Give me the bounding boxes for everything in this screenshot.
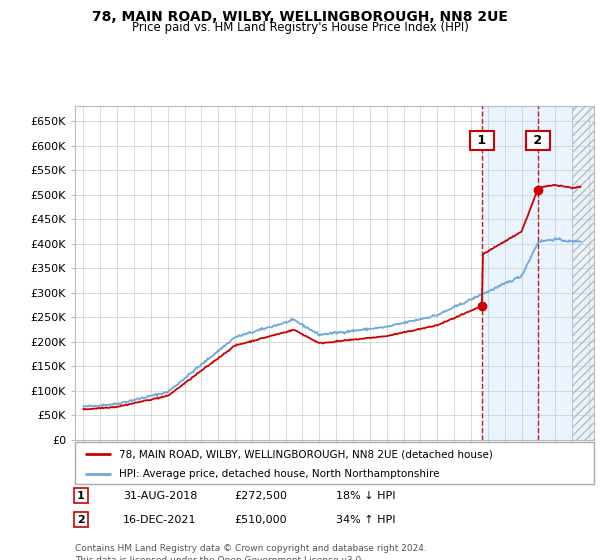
Bar <box>572 106 600 440</box>
Text: 78, MAIN ROAD, WILBY, WELLINGBOROUGH, NN8 2UE: 78, MAIN ROAD, WILBY, WELLINGBOROUGH, NN… <box>92 10 508 24</box>
Text: 2: 2 <box>529 134 547 147</box>
Text: Price paid vs. HM Land Registry's House Price Index (HPI): Price paid vs. HM Land Registry's House … <box>131 21 469 34</box>
Text: 1: 1 <box>77 491 85 501</box>
Text: 31-AUG-2018: 31-AUG-2018 <box>123 491 197 501</box>
Text: 16-DEC-2021: 16-DEC-2021 <box>123 515 197 525</box>
Text: HPI: Average price, detached house, North Northamptonshire: HPI: Average price, detached house, Nort… <box>119 469 440 479</box>
Text: 2: 2 <box>77 515 85 525</box>
Text: Contains HM Land Registry data © Crown copyright and database right 2024.
This d: Contains HM Land Registry data © Crown c… <box>75 544 427 560</box>
Bar <box>482 106 600 440</box>
Text: 78, MAIN ROAD, WILBY, WELLINGBOROUGH, NN8 2UE (detached house): 78, MAIN ROAD, WILBY, WELLINGBOROUGH, NN… <box>119 449 493 459</box>
FancyBboxPatch shape <box>75 442 594 484</box>
Text: 18% ↓ HPI: 18% ↓ HPI <box>336 491 395 501</box>
Text: £272,500: £272,500 <box>234 491 287 501</box>
Text: 34% ↑ HPI: 34% ↑ HPI <box>336 515 395 525</box>
Text: 1: 1 <box>473 134 491 147</box>
Text: £510,000: £510,000 <box>234 515 287 525</box>
